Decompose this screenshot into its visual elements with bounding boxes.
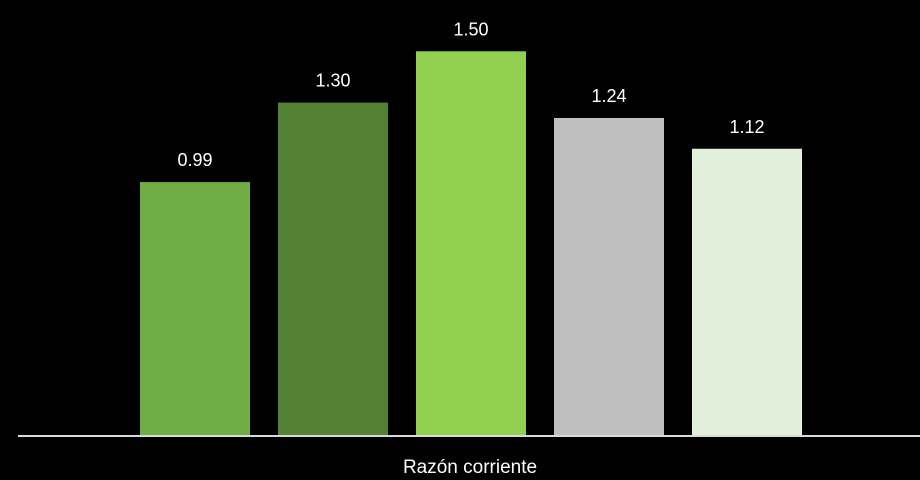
bar-3 (416, 51, 526, 436)
data-label-4: 1.24 (591, 86, 626, 106)
x-category-label: Razón corriente (403, 457, 537, 478)
data-label-2: 1.30 (315, 71, 350, 91)
data-labels-group: 0.99 1.30 1.50 1.24 1.12 (177, 19, 764, 170)
bar-2 (278, 102, 388, 437)
bars-group (140, 51, 802, 437)
data-label-1: 0.99 (177, 150, 212, 170)
bar-5 (692, 148, 802, 437)
bar-4 (554, 117, 664, 436)
data-label-3: 1.50 (453, 19, 488, 39)
bar-1 (140, 182, 250, 436)
data-label-5: 1.12 (729, 117, 764, 137)
